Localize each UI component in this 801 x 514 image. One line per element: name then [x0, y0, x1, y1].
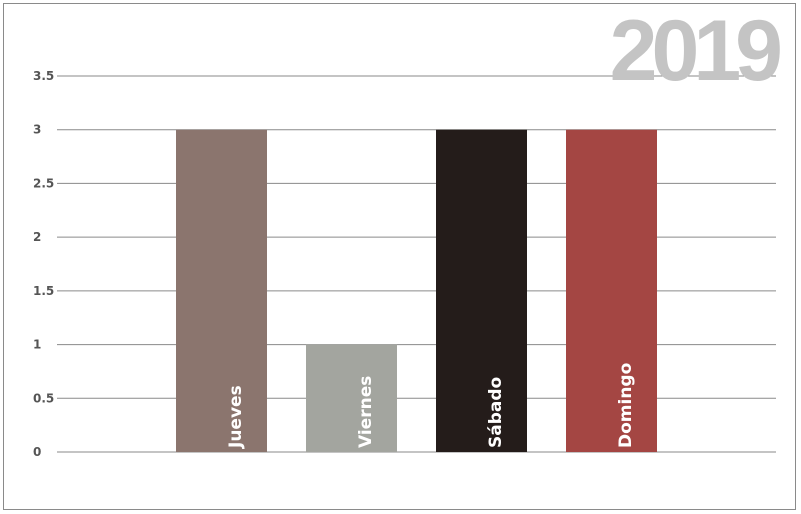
bar-label: Domingo [616, 363, 636, 448]
y-tick-label: 0.5 [33, 391, 54, 405]
bar-category-labels: Jueves Viernes Sábado Domingo [226, 363, 636, 449]
chart-frame [3, 3, 796, 510]
bars [176, 129, 657, 452]
y-tick-label: 1 [33, 338, 41, 352]
y-tick-label: 3 [33, 123, 41, 137]
bar-sábado [436, 129, 527, 452]
bar-viernes [306, 344, 397, 452]
bar-label: Sábado [486, 377, 506, 448]
bar-label: Viernes [356, 376, 376, 448]
bar-label: Jueves [226, 385, 246, 449]
y-tick-label: 2.5 [33, 176, 54, 190]
chart-title-year: 2019 [610, 3, 780, 99]
y-tick-label: 2 [33, 230, 41, 244]
y-tick-label: 1.5 [33, 284, 54, 298]
y-axis-ticks: 0 0.5 1 1.5 2 2.5 3 3.5 [33, 69, 54, 459]
bar-jueves [176, 129, 267, 452]
bar-domingo [566, 129, 657, 452]
gridlines [57, 75, 776, 453]
y-tick-label: 3.5 [33, 69, 54, 83]
y-tick-label: 0 [33, 445, 41, 459]
